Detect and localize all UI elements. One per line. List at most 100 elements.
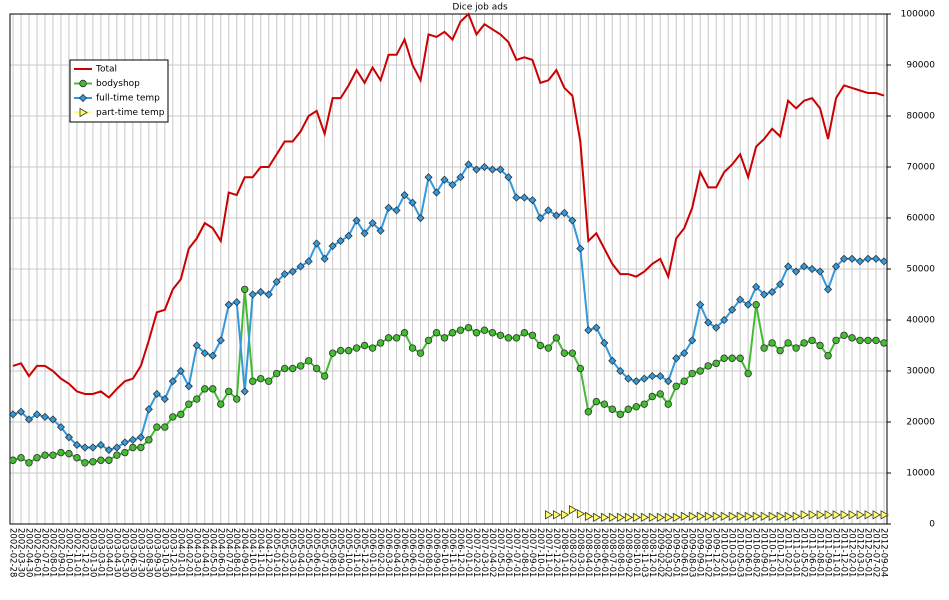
marker	[840, 510, 849, 520]
x-tick-label: 2007-07-01	[511, 528, 521, 577]
marker	[40, 412, 50, 421]
y-tick-label: 10000	[906, 469, 935, 479]
marker	[232, 298, 241, 307]
x-tick-label: 2004-01-01	[175, 528, 185, 577]
marker	[304, 357, 313, 365]
marker	[113, 451, 121, 459]
x-tick-label: 2011-09-01	[823, 528, 833, 577]
x-tick-label: 2008-07-01	[607, 528, 617, 577]
marker	[504, 173, 513, 182]
marker	[233, 395, 241, 403]
x-tick-label: 2004-12-01	[263, 528, 273, 577]
x-tick-label: 2008-05-01	[591, 528, 601, 577]
marker	[704, 318, 713, 327]
marker	[73, 454, 81, 462]
marker	[672, 382, 680, 390]
marker	[384, 334, 393, 342]
x-tick-label: 2003-07-30	[135, 528, 145, 577]
marker	[488, 329, 497, 337]
marker	[376, 339, 385, 347]
x-tick-label: 2004-05-01	[207, 528, 217, 577]
marker	[312, 364, 321, 373]
x-tick-label: 2003-05-30	[119, 528, 129, 577]
marker	[16, 407, 26, 416]
marker	[185, 400, 193, 408]
marker	[512, 193, 521, 202]
marker	[871, 254, 881, 263]
marker	[688, 336, 697, 345]
marker	[712, 511, 721, 522]
marker	[624, 405, 632, 413]
marker	[728, 511, 737, 522]
marker	[424, 336, 433, 345]
x-tick-label: 2007-02-01	[471, 528, 481, 577]
marker	[400, 190, 409, 200]
marker	[768, 339, 776, 347]
marker	[56, 423, 66, 432]
marker	[257, 374, 265, 383]
marker	[512, 334, 521, 342]
x-tick-label: 2011-05-02	[799, 528, 809, 577]
x-tick-label: 2008-01-01	[559, 528, 569, 577]
marker	[65, 449, 73, 458]
marker	[879, 257, 889, 266]
marker	[680, 349, 689, 358]
marker	[464, 323, 473, 332]
marker	[776, 280, 785, 289]
marker	[752, 282, 761, 291]
marker	[664, 377, 673, 386]
legend-label: full-time temp	[96, 94, 160, 104]
x-tick-label: 2006-06-01	[407, 528, 417, 577]
marker	[520, 193, 529, 202]
marker	[576, 364, 585, 373]
x-tick-label: 2004-03-01	[191, 528, 201, 577]
marker	[584, 326, 593, 335]
marker	[72, 440, 81, 450]
series-line	[12, 12, 885, 399]
x-tick-label: 2007-05-01	[495, 528, 505, 577]
marker	[792, 344, 800, 352]
x-tick-label: 2010-03-01	[727, 528, 737, 577]
marker	[648, 512, 658, 523]
x-tick-label: 2002-07-01	[39, 528, 49, 577]
marker	[816, 341, 824, 350]
x-tick-label: 2007-12-01	[551, 528, 561, 577]
marker	[440, 334, 449, 342]
marker	[552, 510, 562, 520]
marker	[352, 344, 361, 352]
marker	[160, 394, 169, 404]
marker	[640, 512, 650, 523]
marker	[464, 160, 473, 169]
x-tick-label: 2008-04-01	[583, 528, 593, 577]
marker	[664, 512, 674, 523]
x-tick-label: 2008-02-01	[567, 528, 577, 577]
marker	[784, 339, 792, 347]
marker	[632, 403, 640, 411]
x-tick-label: 2008-11-03	[639, 528, 649, 577]
legend-marker	[78, 93, 88, 103]
x-tick-label: 2007-03-01	[479, 528, 489, 577]
x-tick-label: 2009-12-01	[711, 528, 721, 577]
marker	[528, 196, 537, 205]
marker	[800, 510, 809, 520]
x-tick-label: 2005-09-01	[335, 528, 345, 577]
x-tick-label: 2010-09-01	[759, 528, 769, 577]
x-tick-label: 2009-08-03	[687, 528, 697, 577]
marker	[648, 372, 657, 381]
marker	[272, 277, 281, 286]
marker	[872, 510, 881, 520]
legend-marker	[79, 107, 88, 118]
marker	[784, 262, 793, 271]
marker	[624, 512, 634, 523]
marker	[736, 511, 745, 522]
marker	[168, 377, 177, 386]
x-tick-label: 2006-03-01	[383, 528, 393, 577]
marker	[672, 354, 681, 363]
marker	[376, 226, 385, 235]
marker	[344, 231, 353, 240]
marker	[208, 351, 217, 360]
marker	[265, 377, 273, 385]
y-tick-label: 60000	[906, 214, 935, 224]
marker	[336, 236, 345, 246]
marker	[209, 385, 217, 393]
